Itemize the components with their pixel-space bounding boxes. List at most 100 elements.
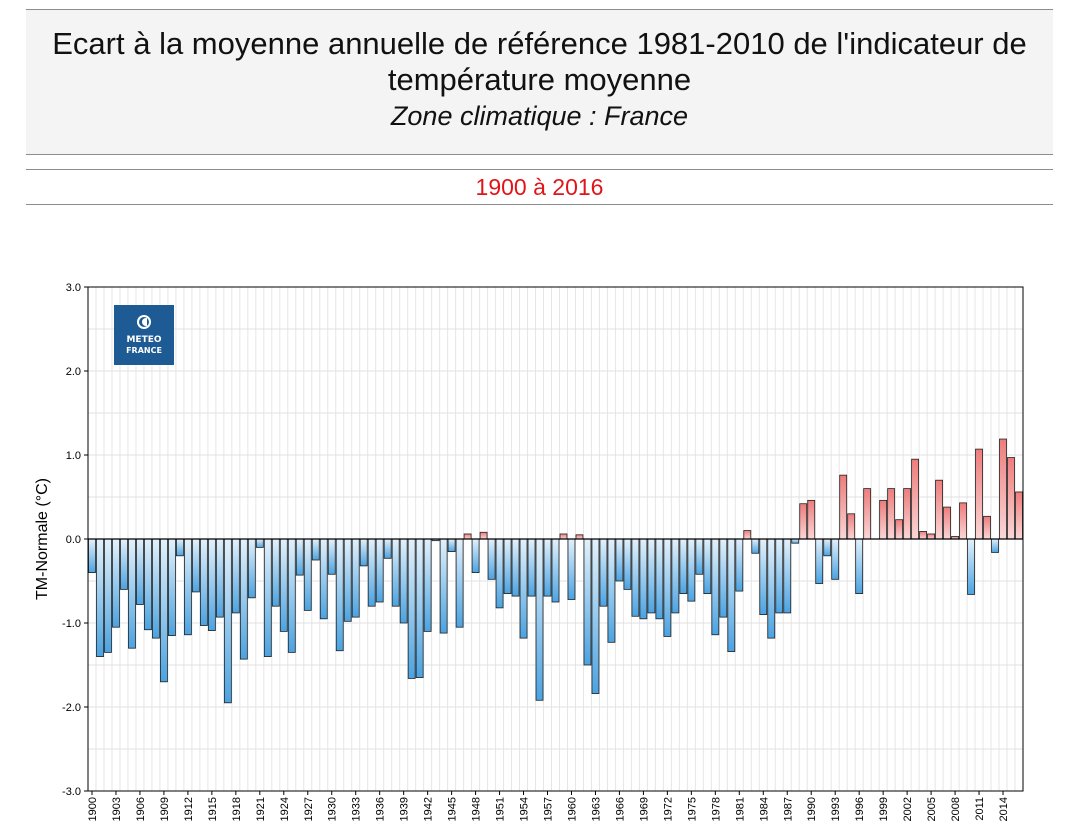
bar-1980 <box>727 538 736 652</box>
bar-1970 <box>647 538 656 614</box>
x-tick-label: 1978 <box>710 797 722 821</box>
bar-1971 <box>655 538 664 620</box>
bar-1914 <box>199 538 208 626</box>
x-tick-label: 1951 <box>495 797 507 821</box>
bar-2006 <box>935 479 943 540</box>
y-tick-label: 0.0 <box>66 534 81 546</box>
x-tick-label: 1948 <box>471 797 483 821</box>
x-tick-label: 1996 <box>854 797 866 821</box>
bar-1960 <box>567 538 576 600</box>
bar-1993 <box>831 538 840 580</box>
bar-1900 <box>88 538 96 573</box>
x-tick-label: 1909 <box>159 797 171 821</box>
bar-1923 <box>271 538 280 607</box>
bar-1932 <box>343 538 352 622</box>
bar-1913 <box>191 538 200 593</box>
bar-1956 <box>535 538 544 701</box>
bar-1996 <box>855 538 864 594</box>
x-tick-label: 2008 <box>950 797 962 821</box>
bar-1930 <box>327 538 336 575</box>
x-tick-label: 1918 <box>231 797 243 821</box>
bar-2011 <box>975 448 983 540</box>
x-tick-label: 1936 <box>375 797 387 821</box>
bar-1936 <box>375 538 384 603</box>
chart-subtitle: Zone climatique : France <box>390 101 689 131</box>
y-tick-label: -3.0 <box>62 786 81 798</box>
title-box: Ecart à la moyenne annuelle de référence… <box>26 9 1053 155</box>
x-tick-label: 1912 <box>183 797 195 821</box>
bar-2013 <box>991 538 999 553</box>
bar-1988 <box>791 538 800 544</box>
bar-1949 <box>479 531 488 540</box>
x-tick-label: 1981 <box>734 797 746 821</box>
bar-1981 <box>735 538 744 592</box>
bar-1947 <box>463 533 472 540</box>
bar-2002 <box>903 488 912 540</box>
bar-1934 <box>359 538 368 567</box>
bar-1906 <box>136 538 144 605</box>
axes-group: -3.0 -2.0 -1.0 0.0 1.0 2.0 3.0 1900 1903 1906 1909… <box>62 282 1024 821</box>
bar-1946 <box>455 538 464 628</box>
bar-1924 <box>279 538 288 632</box>
x-tick-label: 1960 <box>566 797 578 821</box>
bar-2005 <box>927 533 935 540</box>
x-tick-label: 1906 <box>135 797 147 821</box>
x-tick-label: 2002 <box>902 797 914 821</box>
bar-1919 <box>239 538 248 660</box>
bar-1941 <box>415 538 424 679</box>
bar-1982 <box>743 530 752 540</box>
bar-1991 <box>815 538 824 584</box>
y-tick-label: 1.0 <box>66 450 81 462</box>
bar-1912 <box>183 538 192 636</box>
bar-1979 <box>719 538 728 618</box>
bar-1915 <box>207 538 216 631</box>
bar-2007 <box>943 506 951 540</box>
meteo-france-emblem-icon <box>137 315 151 329</box>
x-tick-label: 1987 <box>782 797 794 821</box>
bar-1904 <box>120 538 128 590</box>
bar-1986 <box>775 538 784 614</box>
bar-1973 <box>671 538 680 614</box>
bar-1978 <box>711 538 720 636</box>
bar-1985 <box>767 538 776 639</box>
bar-1951 <box>495 538 504 609</box>
bar-1939 <box>399 538 408 624</box>
bar-1933 <box>351 538 360 618</box>
bar-1935 <box>367 538 376 607</box>
bar-2004 <box>919 531 928 540</box>
x-tick-label: 1984 <box>758 797 770 821</box>
bar-2001 <box>895 519 904 540</box>
bar-1908 <box>152 538 160 639</box>
bar-1974 <box>679 538 688 594</box>
bar-1987 <box>783 538 792 614</box>
y-axis-label: TM-Normale (°C) <box>34 478 51 600</box>
bar-2012 <box>983 515 991 540</box>
x-tick-label: 1972 <box>662 797 674 821</box>
x-tick-label: 1924 <box>279 797 291 821</box>
y-tick-label: -2.0 <box>62 702 81 714</box>
bar-1929 <box>319 538 328 620</box>
x-tick-label: 1957 <box>543 797 555 821</box>
bar-1911 <box>176 538 184 557</box>
x-tick-label: 1945 <box>447 797 459 821</box>
bar-1907 <box>144 538 152 631</box>
bar-1990 <box>807 499 816 540</box>
bar-1959 <box>559 533 568 540</box>
bar-1957 <box>543 538 552 597</box>
bar-1940 <box>407 538 416 679</box>
bar-1965 <box>607 538 616 643</box>
bar-1995 <box>847 513 856 540</box>
bar-1983 <box>751 538 760 554</box>
x-tick-label: 1990 <box>806 797 818 821</box>
x-tick-label: 1939 <box>399 797 411 821</box>
bar-1910 <box>168 538 176 636</box>
y-tick-label: -1.0 <box>62 618 81 630</box>
bar-1961 <box>575 534 584 540</box>
logo-text-line1: METEO <box>126 335 162 345</box>
bar-1931 <box>335 538 344 652</box>
bar-1984 <box>759 538 768 615</box>
bar-1958 <box>551 538 560 603</box>
bar-2016 <box>1015 491 1023 540</box>
x-tick-label: 1930 <box>327 797 339 821</box>
